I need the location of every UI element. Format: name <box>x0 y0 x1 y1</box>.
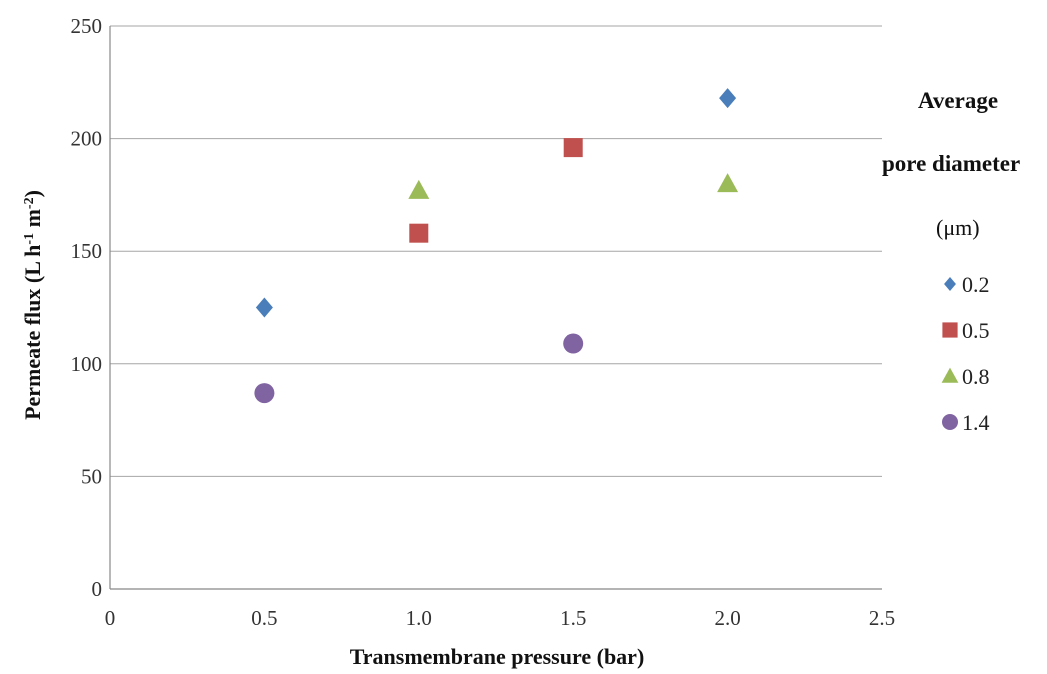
x-tick-label: 2.5 <box>869 606 895 630</box>
data-points <box>254 88 739 404</box>
y-tick-label: 200 <box>71 127 103 151</box>
y-axis-title-sup1: -1 <box>22 233 37 245</box>
tick-labels: 0 50 100 150 200 250 0 0.5 1.0 1.5 2.0 2.5 <box>71 14 896 630</box>
data-point-square <box>409 223 429 243</box>
x-tick-label: 1.0 <box>406 606 432 630</box>
y-tick-label: 100 <box>71 352 103 376</box>
legend-marker-square <box>942 322 958 338</box>
legend-marker-triangle <box>941 367 959 383</box>
legend-title-unit: (μm) <box>936 215 980 240</box>
legend-marker-diamond <box>944 277 956 291</box>
legend: 0.2 0.5 0.8 1.4 <box>941 272 990 435</box>
axes <box>109 26 882 590</box>
y-tick-label: 250 <box>71 14 103 38</box>
gridlines <box>110 25 882 477</box>
legend-title-line1: Average <box>918 88 999 113</box>
y-axis-title: Permeate flux (L h-1 m-2) <box>20 190 45 420</box>
data-point-triangle <box>717 173 739 193</box>
legend-label: 0.8 <box>962 364 990 389</box>
data-point-diamond <box>719 88 737 109</box>
y-tick-label: 50 <box>81 464 102 488</box>
legend-marker-circle <box>942 414 958 430</box>
data-point-circle <box>563 333 584 354</box>
legend-label: 1.4 <box>962 410 990 435</box>
legend-label: 0.5 <box>962 318 990 343</box>
y-axis-title-main: Permeate flux (L h <box>20 245 45 420</box>
y-axis-title-sup2: -2 <box>22 197 37 209</box>
data-point-circle <box>254 383 275 404</box>
y-tick-label: 150 <box>71 239 103 263</box>
x-tick-label: 0.5 <box>251 606 277 630</box>
x-axis-title: Transmembrane pressure (bar) <box>350 644 645 669</box>
x-tick-label: 1.5 <box>560 606 586 630</box>
y-axis-title-end: ) <box>20 190 45 197</box>
data-point-triangle <box>408 179 430 199</box>
x-tick-label: 0 <box>105 606 116 630</box>
y-axis-title-mid: m <box>20 209 45 233</box>
legend-label: 0.2 <box>962 272 990 297</box>
y-tick-label: 0 <box>92 577 103 601</box>
data-point-diamond <box>255 297 273 318</box>
x-tick-label: 2.0 <box>714 606 740 630</box>
legend-title-line2: pore diameter <box>882 151 1021 176</box>
data-point-square <box>563 138 583 158</box>
